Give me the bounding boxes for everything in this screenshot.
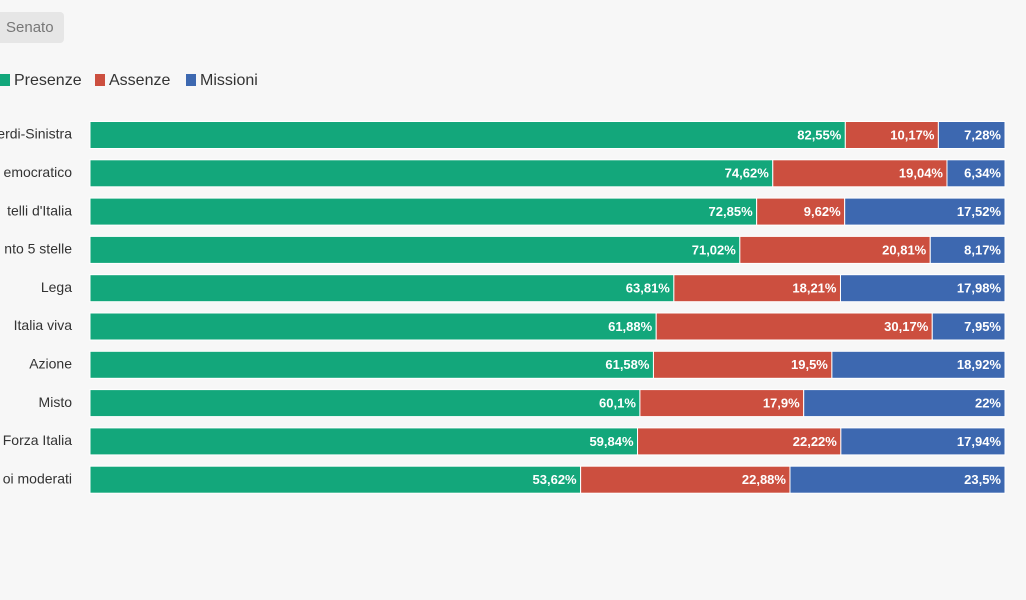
y-tick-label: oi moderati bbox=[3, 470, 72, 486]
y-tick-label: erdi-Sinistra bbox=[0, 126, 72, 142]
bar-segment bbox=[580, 465, 791, 494]
bar-segment bbox=[89, 121, 846, 149]
value-label: 6,34% bbox=[964, 166, 1001, 181]
y-tick-label: emocratico bbox=[4, 164, 73, 180]
tab-label[interactable]: Senato bbox=[6, 19, 54, 36]
value-label: 30,17% bbox=[884, 319, 929, 334]
value-label: 22% bbox=[975, 396, 1001, 411]
bar-segment bbox=[931, 312, 1006, 341]
value-label: 20,81% bbox=[882, 242, 927, 257]
value-label: 17,52% bbox=[957, 204, 1002, 219]
value-label: 7,28% bbox=[964, 127, 1001, 142]
bar-segment bbox=[89, 389, 641, 418]
value-label: 22,22% bbox=[793, 434, 838, 449]
value-label: 19,5% bbox=[791, 357, 828, 372]
value-label: 8,17% bbox=[964, 242, 1001, 257]
legend-label: Presenze bbox=[14, 72, 82, 89]
legend-swatch bbox=[186, 74, 196, 86]
value-label: 9,62% bbox=[804, 204, 841, 219]
value-label: 10,17% bbox=[890, 127, 935, 142]
bar-segment bbox=[655, 312, 933, 341]
bar-segment bbox=[831, 350, 1006, 379]
bar-segment bbox=[89, 159, 774, 188]
legend-label: Assenze bbox=[109, 72, 170, 89]
bar-segment bbox=[803, 389, 1006, 418]
value-label: 82,55% bbox=[797, 127, 842, 142]
value-label: 59,84% bbox=[589, 434, 634, 449]
value-label: 72,85% bbox=[709, 204, 754, 219]
bar-segment bbox=[89, 274, 675, 303]
value-label: 53,62% bbox=[533, 472, 578, 487]
legend-label: Missioni bbox=[200, 72, 258, 89]
y-tick-label: Forza Italia bbox=[3, 432, 72, 448]
bar-segment bbox=[673, 274, 841, 303]
value-label: 63,81% bbox=[626, 281, 671, 296]
bar-segment bbox=[840, 427, 1006, 456]
bar-segment bbox=[756, 197, 846, 226]
value-label: 61,88% bbox=[608, 319, 653, 334]
bar-segment bbox=[739, 235, 931, 264]
bar-segment bbox=[89, 427, 639, 456]
bar-segment bbox=[89, 312, 657, 341]
y-tick-label: telli d'Italia bbox=[7, 202, 72, 218]
value-label: 18,21% bbox=[792, 281, 837, 296]
bar-segment bbox=[652, 350, 833, 379]
value-label: 71,02% bbox=[692, 242, 737, 257]
bar-segment bbox=[839, 274, 1006, 303]
value-label: 17,98% bbox=[957, 281, 1002, 296]
value-label: 17,9% bbox=[763, 396, 800, 411]
y-tick-label: nto 5 stelle bbox=[4, 241, 72, 257]
y-tick-label: Lega bbox=[41, 279, 72, 295]
bar-segment bbox=[937, 121, 1006, 149]
value-label: 18,92% bbox=[957, 357, 1002, 372]
legend-swatch bbox=[95, 74, 105, 86]
value-label: 74,62% bbox=[725, 166, 770, 181]
value-label: 22,88% bbox=[742, 472, 787, 487]
value-label: 19,04% bbox=[899, 166, 944, 181]
bar-segment bbox=[89, 197, 758, 226]
bar-segment bbox=[929, 235, 1006, 264]
value-label: 60,1% bbox=[599, 396, 636, 411]
value-label: 61,58% bbox=[605, 357, 650, 372]
value-label: 7,95% bbox=[964, 319, 1001, 334]
bar-segment bbox=[89, 235, 741, 264]
y-tick-label: Italia viva bbox=[14, 317, 73, 333]
value-label: 17,94% bbox=[957, 434, 1002, 449]
y-tick-label: Misto bbox=[39, 394, 73, 410]
bar-segment bbox=[89, 350, 654, 379]
bar-segment bbox=[844, 197, 1006, 226]
bar-segment bbox=[946, 159, 1006, 188]
y-tick-label: Azione bbox=[29, 356, 72, 372]
bar-segment bbox=[789, 465, 1006, 494]
legend-swatch bbox=[0, 74, 10, 86]
bar-segment bbox=[89, 465, 582, 494]
bar-segment bbox=[639, 389, 805, 418]
value-label: 23,5% bbox=[964, 472, 1001, 487]
tab-button[interactable] bbox=[0, 12, 64, 43]
